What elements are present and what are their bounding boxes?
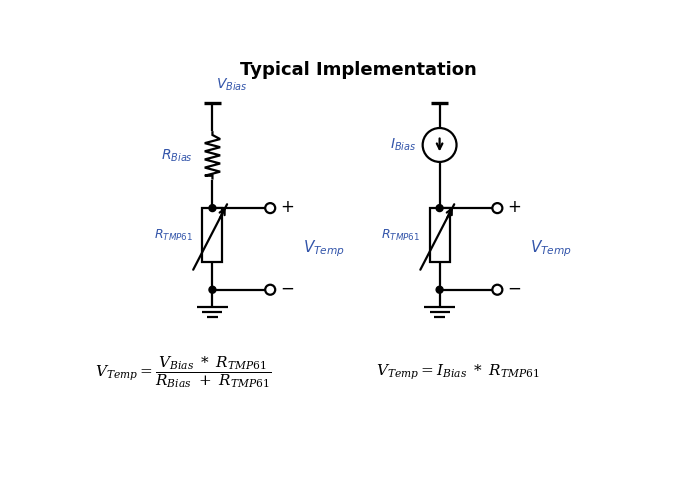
Circle shape [265, 203, 275, 213]
Text: −: − [508, 280, 522, 298]
Circle shape [209, 205, 216, 212]
Text: −: − [280, 280, 294, 298]
Text: +: + [508, 199, 522, 216]
Bar [202, 208, 223, 262]
Text: $V_{Temp} = I_{Bias}\ *\ R_{TMP61}$: $V_{Temp} = I_{Bias}\ *\ R_{TMP61}$ [376, 363, 540, 382]
Text: $R_{Bias}$: $R_{Bias}$ [162, 147, 193, 164]
Circle shape [265, 284, 275, 295]
Circle shape [436, 286, 443, 293]
Text: $R_{TMP61}$: $R_{TMP61}$ [382, 227, 420, 242]
Circle shape [423, 128, 456, 162]
Text: $R_{TMP61}$: $R_{TMP61}$ [154, 227, 193, 242]
Text: Typical Implementation: Typical Implementation [240, 60, 477, 79]
Text: $V_{Temp} = \dfrac{V_{Bias}\ *\ R_{TMP61}}{R_{Bias}\ +\ R_{TMP61}}$: $V_{Temp} = \dfrac{V_{Bias}\ *\ R_{TMP61… [95, 355, 272, 390]
Text: $I_{Bias}$: $I_{Bias}$ [390, 137, 416, 153]
Text: $V_{Temp}$: $V_{Temp}$ [302, 239, 344, 259]
Circle shape [436, 205, 443, 212]
Text: $V_{Bias}$: $V_{Bias}$ [216, 77, 248, 93]
Circle shape [492, 284, 503, 295]
Circle shape [492, 203, 503, 213]
Text: +: + [280, 199, 294, 216]
Circle shape [209, 286, 216, 293]
Text: $V_{Temp}$: $V_{Temp}$ [530, 239, 572, 259]
Bar [430, 208, 449, 262]
